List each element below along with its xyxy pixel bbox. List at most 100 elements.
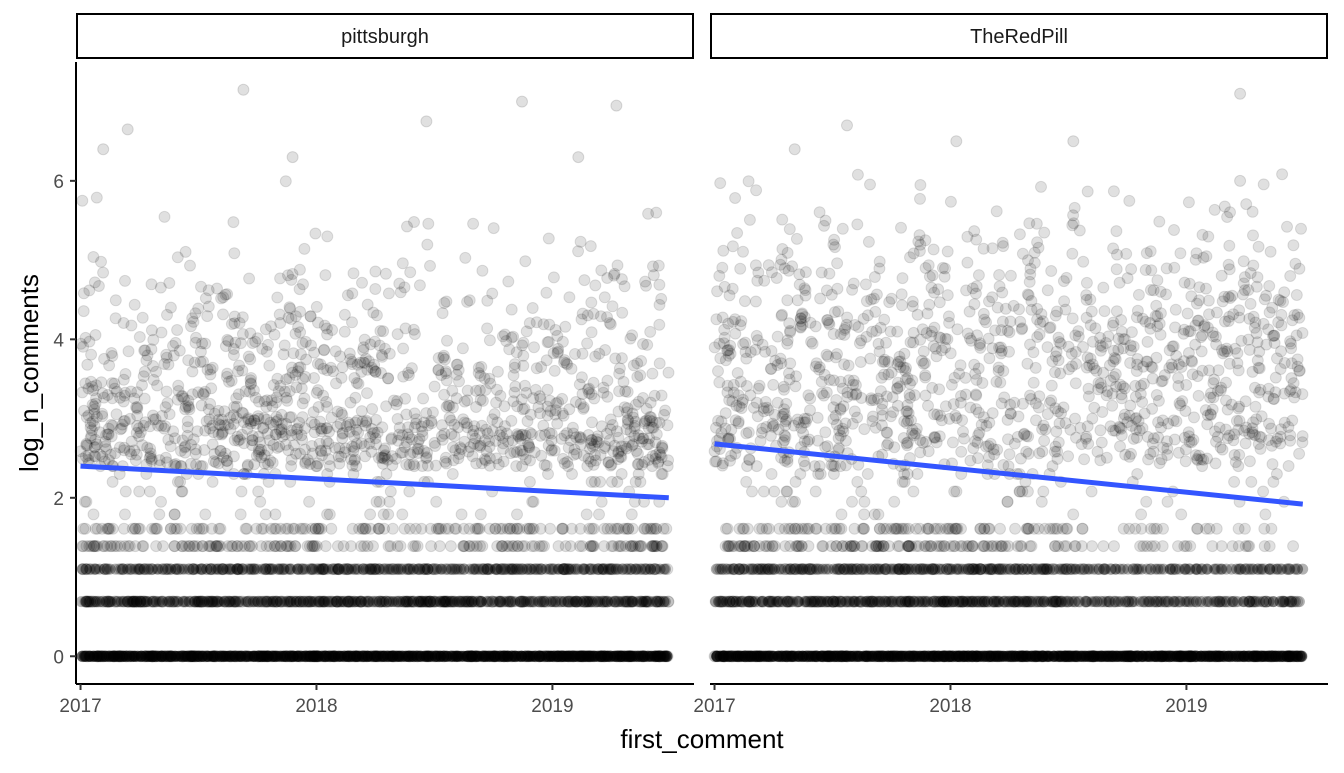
scatter-point [848,278,859,289]
scatter-point [560,541,571,552]
scatter-point [947,437,958,448]
scatter-point [586,476,597,487]
scatter-point [1272,353,1283,364]
scatter-point [317,423,328,434]
scatter-point [1141,248,1152,259]
scatter-point [1070,330,1081,341]
scatter-point [1111,264,1122,275]
scatter-point [1026,296,1037,307]
scatter-point [321,323,332,334]
scatter-point [1283,461,1294,472]
scatter-point [1209,204,1220,215]
scatter-point [504,523,515,534]
scatter-point [648,270,659,281]
scatter-point [587,417,598,428]
scatter-point [440,368,451,379]
scatter-point [735,263,746,274]
scatter-point [739,296,750,307]
scatter-point [131,449,142,460]
scatter-point [85,422,96,433]
scatter-point [204,541,215,552]
scatter-point [180,246,191,257]
scatter-points [709,88,1308,662]
scatter-point [1173,381,1184,392]
scatter-point [914,246,925,257]
scatter-point [1014,229,1025,240]
scatter-point [222,334,233,345]
scatter-point [381,401,392,412]
scatter-point [612,260,623,271]
scatter-point [1213,365,1224,376]
scatter-point [758,486,769,497]
scatter-point [410,523,421,534]
scatter-point [104,360,115,371]
scatter-point [512,509,523,520]
x-tick-label: 2018 [295,696,337,717]
scatter-point [1224,240,1235,251]
scatter-point [217,414,228,425]
scatter-point [541,460,552,471]
scatter-point [437,308,448,319]
scatter-point [385,486,396,497]
scatter-point [651,207,662,218]
scatter-point [177,391,188,402]
scatter-point [359,441,370,452]
scatter-point [1276,309,1287,320]
scatter-point [1133,289,1144,300]
scatter-point [1203,231,1214,242]
scatter-point [517,404,528,415]
scatter-point [98,267,109,278]
scatter-point [249,459,260,470]
scatter-point [218,292,229,303]
scatter-point [498,456,509,467]
scatter-point [339,309,350,320]
scatter-point [297,398,308,409]
scatter-point [964,306,975,317]
scatter-point [766,469,777,480]
scatter-point [1186,291,1197,302]
scatter-point [1002,496,1013,507]
scatter-point [300,523,311,534]
scatter-point [791,233,802,244]
scatter-point [628,412,639,423]
scatter-point [382,454,393,465]
scatter-point [243,414,254,425]
scatter-point [832,258,843,269]
scatter-point [182,416,193,427]
scatter-point [354,523,365,534]
scatter-point [226,541,237,552]
scatter-point [1039,435,1050,446]
scatter-point [371,310,382,321]
scatter-point [987,243,998,254]
scatter-point [1079,454,1090,465]
scatter-point [490,523,501,534]
scatter-point [482,323,493,334]
scatter-point [738,339,749,350]
scatter-point [1108,186,1119,197]
scatter-point [172,325,183,336]
scatter-point [1034,448,1045,459]
scatter-point [1152,321,1163,332]
scatter-point [975,342,986,353]
scatter-point [185,260,196,271]
scatter-point [821,387,832,398]
scatter-point [1192,371,1203,382]
scatter-point [1246,476,1257,487]
scatter-point [103,523,114,534]
scatter-point [359,334,370,345]
scatter-point [633,541,644,552]
scatter-point [358,357,369,368]
scatter-point [441,296,452,307]
scatter-point [80,496,91,507]
scatter-point [815,293,826,304]
scatter-point [235,509,246,520]
scatter-point [357,277,368,288]
scatter-point [359,541,370,552]
scatter-point [484,436,495,447]
scatter-point [575,236,586,247]
scatter-point [1124,195,1135,206]
scatter-point [285,303,296,314]
scatter-point [636,356,647,367]
scatter-point [244,541,255,552]
